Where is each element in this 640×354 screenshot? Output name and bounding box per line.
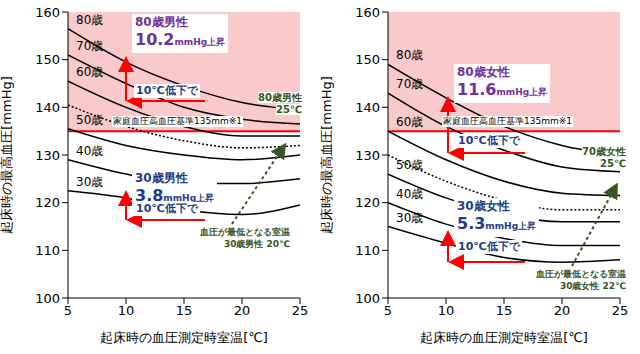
html-text:30歳男性: 30歳男性 <box>135 171 188 185</box>
svg-text:25: 25 <box>292 303 309 318</box>
svg-text:起床時の最高血圧[mmHg]: 起床時の最高血圧[mmHg] <box>320 76 334 234</box>
svg-text:20: 20 <box>554 303 571 318</box>
svg-text:40歳: 40歳 <box>396 187 423 201</box>
svg-text:150: 150 <box>35 52 60 67</box>
html-text:70歳女性: 70歳女性 <box>582 146 626 157</box>
html-text:30歳女性: 30歳女性 <box>457 199 510 213</box>
svg-text:100: 100 <box>35 291 60 306</box>
html-text:30歳男性 20℃: 30歳男性 20℃ <box>223 239 290 249</box>
html-text:25℃: 25℃ <box>600 158 626 169</box>
svg-text:15: 15 <box>176 303 193 318</box>
svg-text:30歳: 30歳 <box>76 175 103 189</box>
svg-text:110: 110 <box>355 243 380 258</box>
svg-text:10: 10 <box>438 303 455 318</box>
svg-text:130: 130 <box>355 148 380 163</box>
html-text:10℃低下で: 10℃低下で <box>458 240 520 253</box>
html-text:80歳男性: 80歳男性 <box>135 15 188 29</box>
svg-text:起床時の血圧測定時室温[℃]: 起床時の血圧測定時室温[℃] <box>100 330 268 345</box>
html-text:10.2mmHg上昇: 10.2mmHg上昇 <box>135 30 226 49</box>
html-text:25℃: 25℃ <box>276 104 302 115</box>
svg-text:5: 5 <box>64 303 72 318</box>
html-text:11.6mmHg上昇: 11.6mmHg上昇 <box>457 80 548 99</box>
html-text:80歳男性: 80歳男性 <box>258 92 302 103</box>
svg-text:60歳: 60歳 <box>76 65 103 79</box>
svg-text:起床時の最高血圧[mmHg]: 起床時の最高血圧[mmHg] <box>8 76 14 234</box>
svg-text:15: 15 <box>496 303 513 318</box>
svg-text:20: 20 <box>234 303 251 318</box>
svg-text:40歳: 40歳 <box>76 144 103 158</box>
svg-text:50歳: 50歳 <box>76 113 103 127</box>
svg-text:30歳: 30歳 <box>396 211 423 225</box>
html-text:30歳女性 22℃: 30歳女性 22℃ <box>559 281 626 291</box>
svg-text:120: 120 <box>35 195 60 210</box>
html-text:10℃低下で: 10℃低下で <box>136 202 198 215</box>
html-text:5.3mmHg上昇: 5.3mmHg上昇 <box>457 214 537 233</box>
html-text:血圧が最低となる室温: 血圧が最低となる室温 <box>536 269 626 279</box>
svg-text:110: 110 <box>35 243 60 258</box>
html-text:家庭血圧高血圧基準135mm※1: 家庭血圧高血圧基準135mm※1 <box>443 116 572 126</box>
svg-text:130: 130 <box>35 148 60 163</box>
svg-text:70歳: 70歳 <box>76 39 103 53</box>
html-text:10℃低下で: 10℃低下で <box>458 134 520 147</box>
svg-text:50歳: 50歳 <box>396 158 423 172</box>
svg-text:5: 5 <box>384 303 392 318</box>
html-text:10℃低下で: 10℃低下で <box>136 84 198 97</box>
svg-text:起床時の血圧測定時室温[℃]: 起床時の血圧測定時室温[℃] <box>420 330 588 345</box>
svg-text:160: 160 <box>355 5 380 20</box>
svg-text:140: 140 <box>35 100 60 115</box>
html-text:家庭血圧高血圧基準135mm※1: 家庭血圧高血圧基準135mm※1 <box>113 116 242 126</box>
svg-text:160: 160 <box>35 5 60 20</box>
html-text:3.8mmHg上昇: 3.8mmHg上昇 <box>135 186 215 205</box>
svg-text:10: 10 <box>118 303 135 318</box>
svg-text:80歳: 80歳 <box>76 13 103 27</box>
svg-text:80歳: 80歳 <box>396 48 423 62</box>
svg-text:120: 120 <box>355 195 380 210</box>
svg-text:25: 25 <box>612 303 629 318</box>
svg-text:70歳: 70歳 <box>396 77 423 91</box>
svg-text:140: 140 <box>355 100 380 115</box>
html-text:80歳女性: 80歳女性 <box>457 65 510 79</box>
html-text:血圧が最低となる室温: 血圧が最低となる室温 <box>200 227 290 237</box>
svg-text:60歳: 60歳 <box>396 115 423 129</box>
svg-text:150: 150 <box>355 52 380 67</box>
svg-text:100: 100 <box>355 291 380 306</box>
